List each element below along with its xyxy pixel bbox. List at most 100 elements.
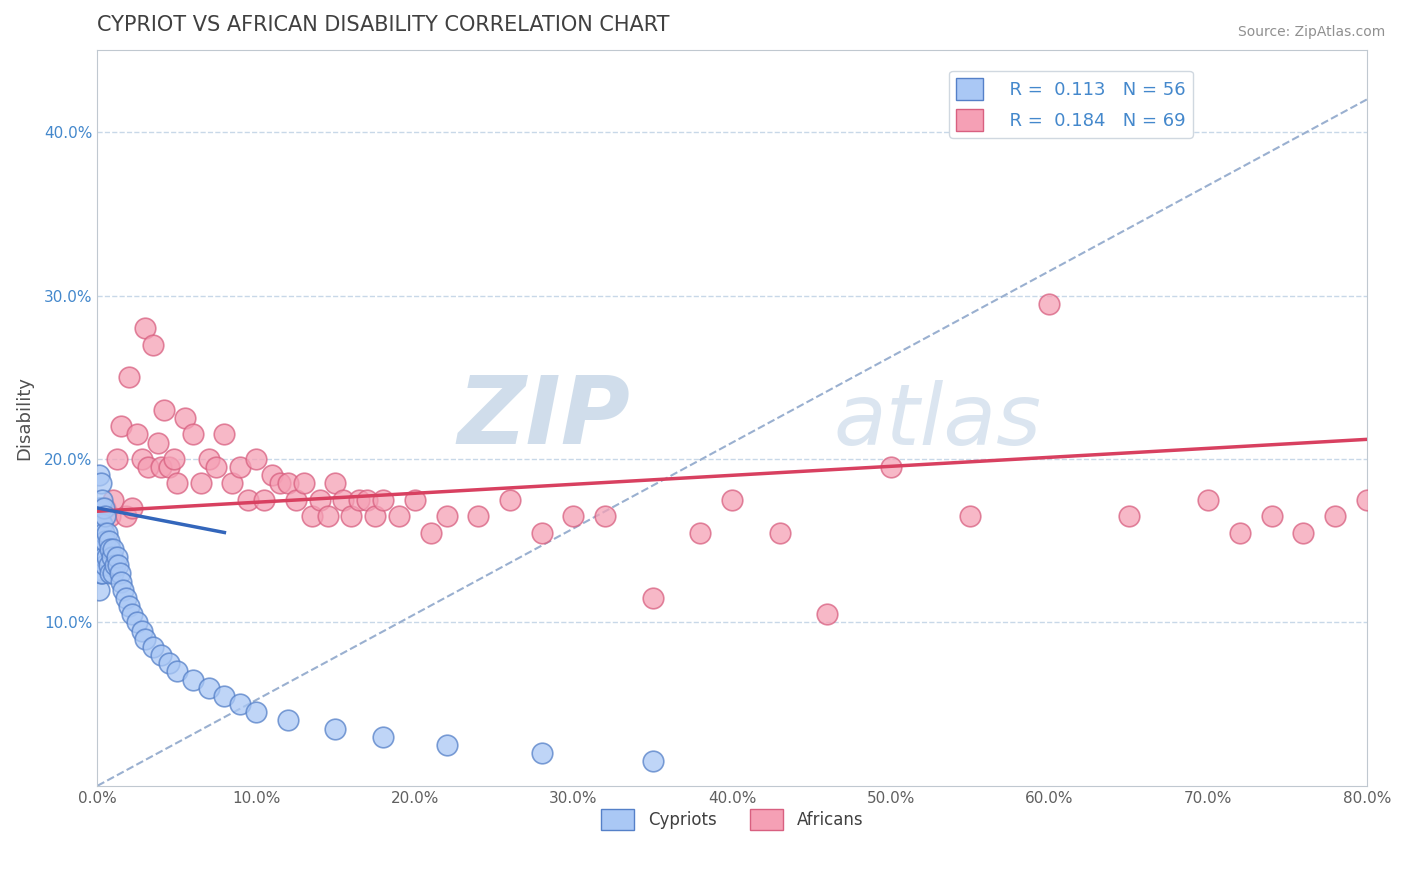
Point <box>90 541 112 556</box>
Point <box>149 460 172 475</box>
Point <box>1038 297 1060 311</box>
Point <box>245 452 267 467</box>
Point <box>880 460 903 475</box>
Point <box>131 452 153 467</box>
Point <box>260 468 283 483</box>
Point <box>316 509 339 524</box>
Point <box>205 460 228 475</box>
Point <box>136 460 159 475</box>
Point <box>157 460 180 475</box>
Point <box>404 492 426 507</box>
Point <box>1118 509 1140 524</box>
Text: CYPRIOT VS AFRICAN DISABILITY CORRELATION CHART: CYPRIOT VS AFRICAN DISABILITY CORRELATIO… <box>97 15 671 35</box>
Point <box>90 476 112 491</box>
Point <box>94 509 117 524</box>
Point <box>253 492 276 507</box>
Point <box>721 492 744 507</box>
Point <box>134 321 156 335</box>
Point <box>98 566 121 581</box>
Point <box>364 509 387 524</box>
Point <box>325 722 347 736</box>
Point <box>245 705 267 719</box>
Point <box>1355 492 1378 507</box>
Text: atlas: atlas <box>834 380 1042 463</box>
Point <box>115 591 138 605</box>
Point <box>87 468 110 483</box>
Point <box>153 403 176 417</box>
Point <box>94 500 117 515</box>
Point <box>149 648 172 662</box>
Point <box>689 525 711 540</box>
Point <box>1229 525 1251 540</box>
Point <box>301 509 323 524</box>
Point <box>436 509 458 524</box>
Point <box>118 370 141 384</box>
Point <box>162 452 184 467</box>
Point <box>166 665 188 679</box>
Point <box>229 697 252 711</box>
Point <box>93 500 115 515</box>
Point <box>356 492 378 507</box>
Point <box>98 509 121 524</box>
Point <box>214 689 236 703</box>
Point <box>97 533 120 548</box>
Point <box>641 754 664 768</box>
Point <box>769 525 792 540</box>
Point <box>110 574 132 589</box>
Point <box>197 681 219 695</box>
Point <box>530 525 553 540</box>
Text: ZIP: ZIP <box>458 372 631 464</box>
Point <box>467 509 489 524</box>
Point <box>371 492 394 507</box>
Point <box>98 541 121 556</box>
Point <box>107 558 129 573</box>
Point <box>371 730 394 744</box>
Point <box>190 476 212 491</box>
Point <box>181 427 204 442</box>
Point <box>91 492 114 507</box>
Point <box>96 525 118 540</box>
Point <box>94 533 117 548</box>
Point <box>105 549 128 564</box>
Point <box>221 476 243 491</box>
Y-axis label: Disability: Disability <box>15 376 32 460</box>
Point <box>115 509 138 524</box>
Point <box>530 746 553 760</box>
Point <box>238 492 260 507</box>
Point <box>142 640 165 654</box>
Point <box>94 558 117 573</box>
Point <box>325 476 347 491</box>
Point <box>388 509 411 524</box>
Point <box>269 476 291 491</box>
Point <box>181 673 204 687</box>
Point <box>1324 509 1347 524</box>
Point <box>91 566 114 581</box>
Point <box>93 549 115 564</box>
Point <box>166 476 188 491</box>
Point <box>87 549 110 564</box>
Point <box>105 452 128 467</box>
Point <box>641 591 664 605</box>
Point <box>90 500 112 515</box>
Point <box>121 500 143 515</box>
Point <box>100 549 122 564</box>
Point <box>214 427 236 442</box>
Point <box>142 337 165 351</box>
Point <box>87 525 110 540</box>
Point <box>593 509 616 524</box>
Point <box>111 582 134 597</box>
Point <box>499 492 522 507</box>
Point <box>96 549 118 564</box>
Point <box>131 624 153 638</box>
Point <box>103 566 125 581</box>
Text: Source: ZipAtlas.com: Source: ZipAtlas.com <box>1237 25 1385 39</box>
Point <box>173 411 195 425</box>
Point <box>308 492 330 507</box>
Point <box>108 566 131 581</box>
Legend: Cypriots, Africans: Cypriots, Africans <box>595 803 870 837</box>
Point <box>197 452 219 467</box>
Point <box>127 427 149 442</box>
Point <box>110 419 132 434</box>
Point <box>91 517 114 532</box>
Point <box>1292 525 1315 540</box>
